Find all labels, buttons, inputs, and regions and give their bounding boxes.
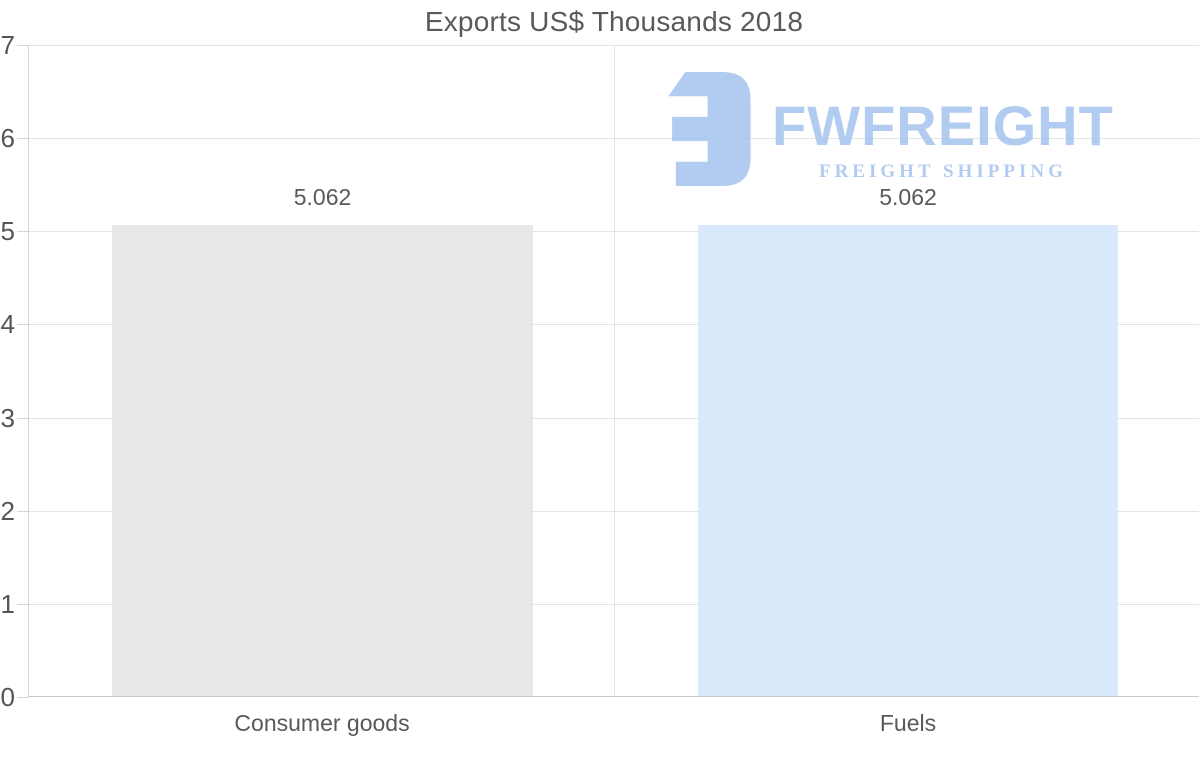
plot-area: 7 6 5 4 3 2 1 xyxy=(1,32,1199,736)
bar-group-fuels: 5.062 xyxy=(698,184,1118,696)
x-axis-label-consumer-goods: Consumer goods xyxy=(234,710,410,736)
tick-mark xyxy=(17,510,29,512)
tick-mark xyxy=(17,45,29,46)
bar-fuels xyxy=(698,224,1118,696)
y-axis-label: 4 xyxy=(0,309,15,340)
bar-consumer-goods xyxy=(112,224,533,696)
tick-mark xyxy=(17,138,29,140)
x-axis-label-fuels: Fuels xyxy=(879,710,937,736)
chart-title: Exports US$ Thousands 2018 xyxy=(424,6,804,37)
y-axis-label: 3 xyxy=(0,402,15,433)
tick-mark xyxy=(17,603,29,605)
y-axis-label: 5 xyxy=(0,216,15,247)
category-divider-gridline xyxy=(614,45,615,696)
y-axis-label: 1 xyxy=(0,588,15,619)
tick-mark xyxy=(17,696,29,698)
tick-mark xyxy=(17,417,29,419)
bar-group-consumer-goods: 5.062 xyxy=(112,184,533,696)
y-axis-label: 7 xyxy=(0,30,15,60)
tick-mark xyxy=(17,231,29,233)
bar-value-label: 5.062 xyxy=(293,183,352,210)
bar-value-label: 5.062 xyxy=(879,183,937,210)
y-axis-label: 0 xyxy=(0,681,15,712)
y-axis-label: 6 xyxy=(0,123,15,154)
tick-mark xyxy=(17,324,29,326)
y-axis-label: 2 xyxy=(0,495,15,526)
